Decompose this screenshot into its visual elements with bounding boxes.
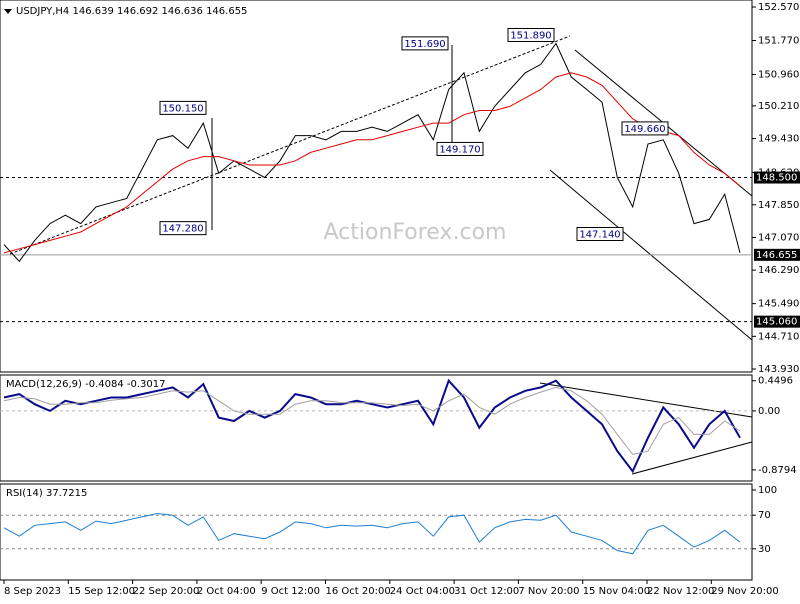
annotation-label: 149.660 [624, 124, 665, 135]
x-tick-label: 22 Nov 12:00 [647, 586, 714, 597]
annotation-box [401, 36, 449, 51]
annotation-box [507, 27, 555, 42]
y-tick-label: 70 [758, 510, 771, 521]
level-label: 148.500 [756, 173, 797, 184]
y-tick-label: 147.070 [758, 232, 799, 243]
series-line [3, 386, 741, 456]
y-tick-label: 144.710 [758, 331, 799, 342]
x-tick-label: 15 Sep 12:00 [68, 586, 135, 597]
annotation-label: 147.140 [579, 230, 620, 241]
annotation-box [159, 100, 207, 115]
annotation-box [576, 227, 624, 242]
y-tick-label: -0.8794 [758, 465, 797, 476]
y-tick-label: 145.490 [758, 299, 799, 310]
y-tick-label: 149.430 [758, 134, 799, 145]
macd-panel [0, 374, 753, 482]
annotation-label: 151.890 [510, 30, 551, 41]
level-label: 146.655 [756, 250, 797, 261]
y-tick-label: 150.960 [758, 69, 799, 80]
y-tick-label: 150.210 [758, 101, 799, 112]
annotation-label: 151.690 [404, 39, 445, 50]
x-tick-label: 22 Sep 20:00 [133, 586, 200, 597]
x-tick-label: 8 Sep 2023 [4, 586, 61, 597]
x-tick-label: 16 Oct 20:00 [326, 586, 391, 597]
y-tick-label: 30 [758, 544, 771, 555]
annotation-box [621, 121, 669, 136]
x-tick-label: 31 Oct 12:00 [454, 586, 519, 597]
y-tick-label: 100 [758, 485, 777, 496]
y-tick-label: 147.850 [758, 200, 799, 211]
rsi-title: RSI(14) 37.7215 [6, 488, 87, 499]
annotation-label: 147.280 [162, 224, 203, 235]
annotation-label: 150.150 [162, 103, 203, 114]
x-tick-label: 2 Oct 04:00 [197, 586, 256, 597]
y-tick-label: 146.290 [758, 265, 799, 276]
level-label: 145.060 [756, 317, 797, 328]
y-tick-label: 0.00 [758, 406, 780, 417]
y-tick-label: 152.570 [758, 2, 799, 13]
annotation-box [159, 221, 207, 236]
annotation-box [436, 141, 484, 156]
y-tick-label: 151.770 [758, 36, 799, 47]
series-line [3, 512, 741, 555]
y-tick-label: 143.930 [758, 364, 799, 375]
annotation-label: 149.170 [439, 144, 480, 155]
rsi-panel [0, 483, 753, 581]
level-tag [754, 248, 800, 261]
x-tick-label: 24 Oct 04:00 [390, 586, 455, 597]
macd-trend-line [631, 441, 753, 475]
level-tag [754, 315, 800, 328]
price-panel [0, 0, 753, 373]
x-tick-label: 15 Nov 04:00 [583, 586, 650, 597]
watermark: ActionForex.com [324, 220, 507, 245]
series-line [3, 72, 741, 254]
level-tag [754, 171, 800, 184]
x-tick-label: 9 Oct 12:00 [261, 586, 320, 597]
series-line [3, 378, 741, 474]
series-line [3, 42, 741, 263]
menu-arrow [4, 9, 12, 14]
x-tick-label: 7 Nov 20:00 [518, 586, 579, 597]
y-tick-label: 0.4496 [758, 376, 793, 387]
x-tick-label: 29 Nov 20:00 [711, 586, 778, 597]
macd-title: MACD(12,26,9) -0.4084 -0.3017 [6, 379, 166, 390]
price-title: USDJPY,H4 146.639 146.692 146.636 146.65… [16, 6, 247, 17]
